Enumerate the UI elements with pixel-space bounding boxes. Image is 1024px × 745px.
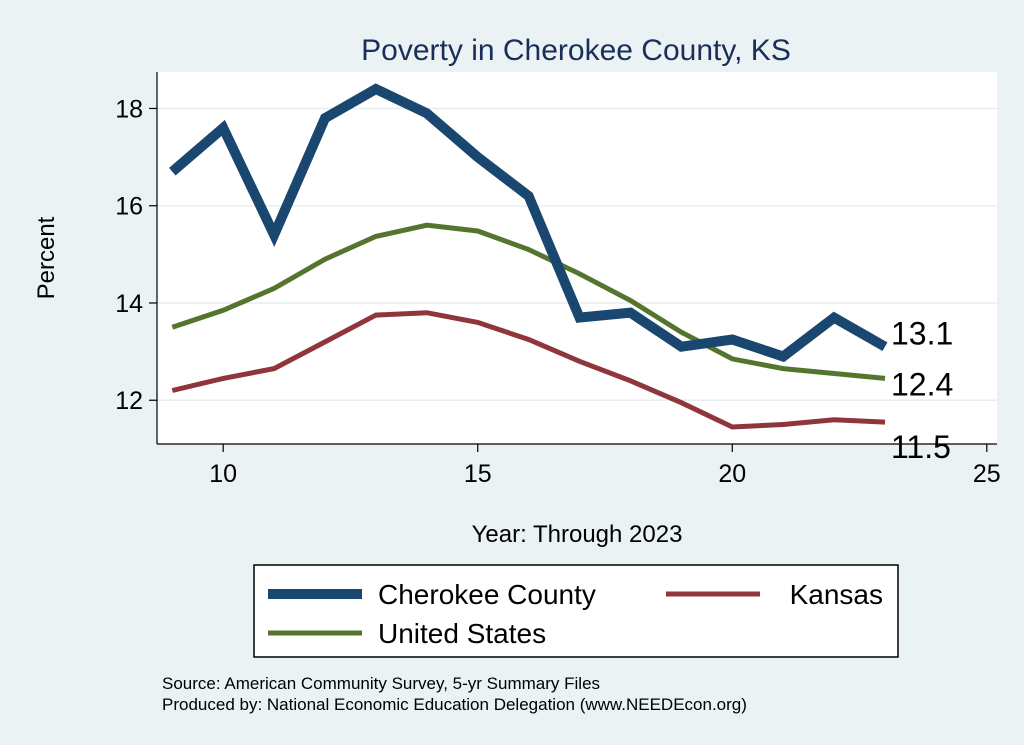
legend-label-kansas: Kansas — [790, 579, 883, 610]
tick-marks: 12 14 16 18 10 15 20 25 — [115, 95, 1001, 488]
y-tick-label-18: 18 — [115, 95, 143, 123]
x-tick-label-15: 15 — [464, 460, 492, 488]
plot-area — [157, 72, 997, 444]
x-tick-label-20: 20 — [718, 460, 746, 488]
series-line-united-states — [171, 222, 886, 381]
legend-label-united-states: United States — [378, 618, 546, 649]
legend-box — [253, 564, 899, 658]
end-label-kansas: 11.5 — [891, 429, 951, 465]
y-tick-label-16: 16 — [115, 193, 143, 221]
chart-title: Poverty in Cherokee County, KS — [361, 34, 791, 67]
series-line-kansas — [171, 310, 886, 430]
data-series — [169, 83, 888, 430]
produced-by-note: Produced by: National Economic Education… — [162, 695, 747, 714]
source-note: Source: American Community Survey, 5-yr … — [162, 674, 600, 693]
x-tick-label-10: 10 — [209, 460, 237, 488]
end-labels: 13.1 11.5 12.4 — [891, 316, 953, 465]
legend: Cherokee County Kansas United States — [253, 564, 899, 658]
x-axis-label: Year: Through 2023 — [472, 521, 683, 548]
axes — [156, 72, 997, 445]
end-label-united-states: 12.4 — [891, 366, 953, 402]
x-tick-label-25: 25 — [973, 460, 1001, 488]
y-tick-label-14: 14 — [115, 290, 143, 318]
legend-label-cherokee-county: Cherokee County — [378, 579, 596, 610]
series-line-cherokee-county — [169, 83, 888, 363]
y-axis-label: Percent — [33, 216, 60, 299]
end-label-cherokee-county: 13.1 — [891, 316, 953, 352]
y-tick-label-12: 12 — [115, 387, 143, 415]
